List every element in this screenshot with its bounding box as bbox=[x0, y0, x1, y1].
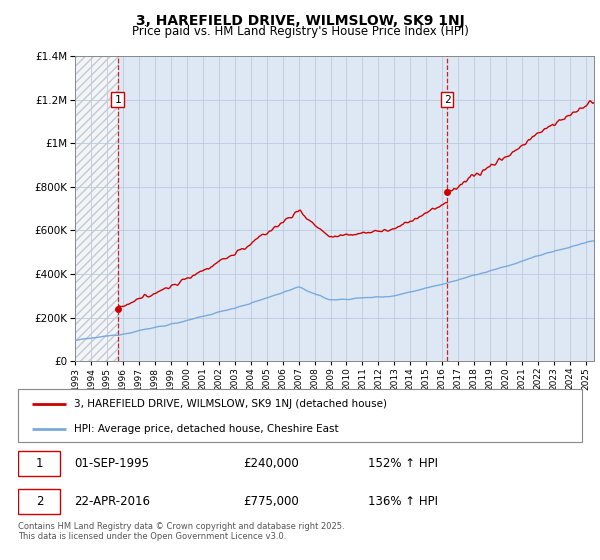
Text: 1: 1 bbox=[114, 95, 121, 105]
Bar bbox=[75, 56, 118, 361]
FancyBboxPatch shape bbox=[18, 389, 582, 442]
Text: 136% ↑ HPI: 136% ↑ HPI bbox=[368, 495, 437, 508]
FancyBboxPatch shape bbox=[18, 488, 60, 514]
Text: 152% ↑ HPI: 152% ↑ HPI bbox=[368, 457, 437, 470]
Text: Contains HM Land Registry data © Crown copyright and database right 2025.
This d: Contains HM Land Registry data © Crown c… bbox=[18, 522, 344, 542]
Text: £775,000: £775,000 bbox=[244, 495, 299, 508]
Text: 3, HAREFIELD DRIVE, WILMSLOW, SK9 1NJ: 3, HAREFIELD DRIVE, WILMSLOW, SK9 1NJ bbox=[136, 14, 464, 28]
Text: HPI: Average price, detached house, Cheshire East: HPI: Average price, detached house, Ches… bbox=[74, 424, 339, 434]
Text: 3, HAREFIELD DRIVE, WILMSLOW, SK9 1NJ (detached house): 3, HAREFIELD DRIVE, WILMSLOW, SK9 1NJ (d… bbox=[74, 399, 388, 409]
FancyBboxPatch shape bbox=[18, 451, 60, 477]
Text: 01-SEP-1995: 01-SEP-1995 bbox=[74, 457, 149, 470]
Text: Price paid vs. HM Land Registry's House Price Index (HPI): Price paid vs. HM Land Registry's House … bbox=[131, 25, 469, 38]
Text: 2: 2 bbox=[35, 495, 43, 508]
Text: £240,000: £240,000 bbox=[244, 457, 299, 470]
Text: 1: 1 bbox=[35, 457, 43, 470]
Text: 2: 2 bbox=[444, 95, 451, 105]
Text: 22-APR-2016: 22-APR-2016 bbox=[74, 495, 151, 508]
